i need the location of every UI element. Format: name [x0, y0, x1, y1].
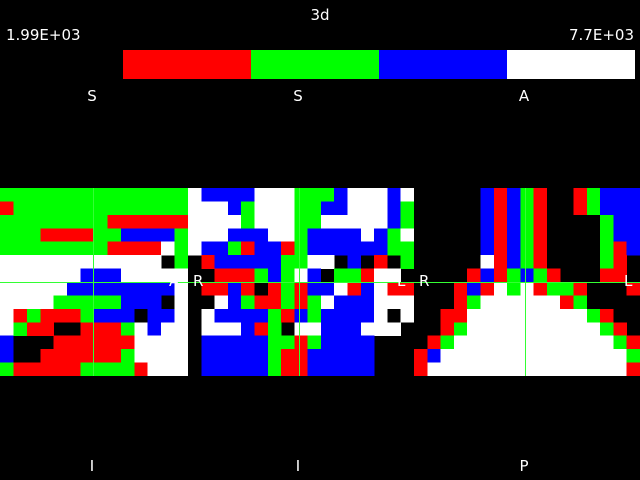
- view-2-slice[interactable]: [188, 188, 414, 376]
- view-1-bottom-label: I: [89, 457, 95, 475]
- view-3-slice[interactable]: [414, 188, 640, 376]
- colorbar-min-label: 1.99E+03: [6, 26, 81, 44]
- colorbar-segment-white: [507, 50, 635, 79]
- view-2-left-label: L: [397, 272, 406, 290]
- view-1-slice[interactable]: [0, 188, 188, 376]
- view-1-crosshair-vertical: [93, 188, 94, 376]
- view-3-left-label: L: [624, 272, 633, 290]
- view-2-bottom-label: I: [295, 457, 301, 475]
- colorbar-max-label: 7.7E+03: [569, 26, 634, 44]
- colorbar[interactable]: [123, 50, 635, 79]
- view-1-right-label: R: [193, 272, 204, 290]
- view-2-right-label: R: [419, 272, 430, 290]
- colorbar-segment-green: [251, 50, 379, 79]
- crosshair-horizontal: [0, 282, 640, 283]
- view-3-crosshair-vertical: [525, 188, 526, 376]
- viewer-title: 3d: [310, 6, 330, 24]
- colorbar-segment-red: [123, 50, 251, 79]
- view-3-image: [414, 188, 640, 376]
- view-2-crosshair-vertical: [299, 188, 300, 376]
- view-1-image: [0, 188, 188, 376]
- view-1-left-label: A: [169, 272, 180, 290]
- view-2-image: [188, 188, 414, 376]
- slice-panels: A R L R L: [0, 188, 640, 376]
- view-1-top-label: S: [87, 87, 97, 105]
- view-3-top-label: A: [518, 87, 530, 105]
- view-2-top-label: S: [293, 87, 303, 105]
- view-3-bottom-label: P: [519, 457, 529, 475]
- colorbar-segment-blue: [379, 50, 507, 79]
